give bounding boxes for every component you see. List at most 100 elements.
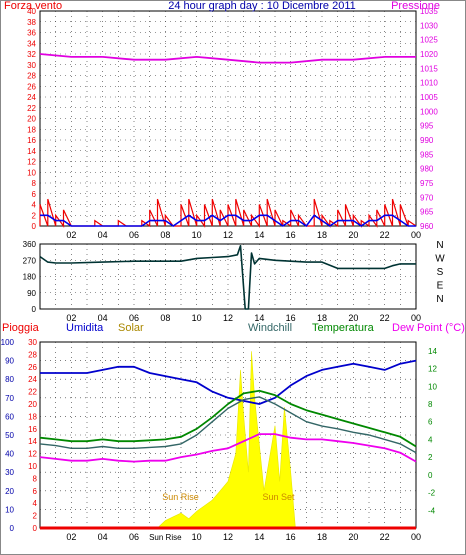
pressure-ytick-965: 965 <box>420 208 434 217</box>
wind-xtick-04: 04 <box>98 230 108 240</box>
windchill-series <box>39 396 417 454</box>
direction-ytick-180: 180 <box>23 273 37 282</box>
wind-xtick-00: 00 <box>411 230 421 240</box>
graph-title: 24 hour graph day : 10 Dicembre 2011 <box>168 0 356 12</box>
weather-xtick-16: 16 <box>286 532 296 542</box>
direction-xtick-00: 00 <box>411 313 421 323</box>
rain-ytick-0: 0 <box>10 524 15 533</box>
legend-label-2: Solar <box>118 322 144 334</box>
temp-ytick-12: 12 <box>428 365 437 374</box>
humidity-ytick-30: 30 <box>28 338 37 347</box>
wind-ytick-38: 38 <box>27 18 36 27</box>
weather-xtick-sunrise: Sun Rise <box>149 533 182 542</box>
wind-ytick-10: 10 <box>27 168 36 177</box>
wind-ytick-8: 8 <box>32 179 37 188</box>
dewpoint-series <box>39 433 417 463</box>
humidity-ytick-22: 22 <box>28 388 37 397</box>
pressure-ytick-1035: 1035 <box>420 7 438 16</box>
wind-xtick-14: 14 <box>254 230 264 240</box>
humidity-ytick-16: 16 <box>28 425 37 434</box>
pressure-ytick-990: 990 <box>420 136 434 145</box>
wind-xtick-02: 02 <box>66 230 76 240</box>
wind-ytick-18: 18 <box>27 125 36 134</box>
temp-ytick-6: 6 <box>428 418 433 427</box>
humidity-ytick-4: 4 <box>33 499 38 508</box>
wind-xtick-12: 12 <box>223 230 233 240</box>
pressure-ytick-1030: 1030 <box>420 21 438 30</box>
wind-ytick-16: 16 <box>27 136 36 145</box>
wind-plot-area <box>39 10 417 227</box>
direction-xtick-18: 18 <box>317 313 327 323</box>
weather-xtick-04: 04 <box>98 532 108 542</box>
wind-xtick-18: 18 <box>317 230 327 240</box>
wind-xtick-08: 08 <box>160 230 170 240</box>
direction-ytick-90: 90 <box>27 289 36 298</box>
direction-xtick-04: 04 <box>98 313 108 323</box>
weather-xtick-06: 06 <box>129 532 139 542</box>
pressure-ytick-1010: 1010 <box>420 79 438 88</box>
temp-ytick-4: 4 <box>428 435 433 444</box>
humidity-ytick-8: 8 <box>33 474 38 483</box>
humidity-series <box>40 359 417 405</box>
solar-series <box>156 351 296 529</box>
weather-xtick-12: 12 <box>223 532 233 542</box>
wind-xtick-06: 06 <box>129 230 139 240</box>
wind-ytick-36: 36 <box>27 29 36 38</box>
compass-letter-1: W <box>435 254 445 265</box>
wind-ytick-0: 0 <box>32 222 37 231</box>
pressure-ytick-1020: 1020 <box>420 50 438 59</box>
direction-ytick-0: 0 <box>32 305 37 314</box>
compass-letter-3: E <box>437 281 444 292</box>
pressure-ytick-1025: 1025 <box>420 36 438 45</box>
pressure-series <box>39 53 416 64</box>
temp-ytick-14: 14 <box>428 347 437 356</box>
pressure-ytick-985: 985 <box>420 150 434 159</box>
weather-xtick-14: 14 <box>254 532 264 542</box>
weather-xtick-20: 20 <box>348 532 358 542</box>
pressure-ytick-995: 995 <box>420 122 434 131</box>
temp-ytick-10: 10 <box>428 382 437 391</box>
direction-xtick-20: 20 <box>348 313 358 323</box>
direction-xtick-06: 06 <box>129 313 139 323</box>
wind-xtick-20: 20 <box>348 230 358 240</box>
compass-letter-4: N <box>436 294 443 305</box>
humidity-ytick-2: 2 <box>33 512 38 521</box>
rain-ytick-50: 50 <box>5 431 14 440</box>
pressure-ytick-1000: 1000 <box>420 107 438 116</box>
pressure-ytick-975: 975 <box>420 179 434 188</box>
rain-ytick-100: 100 <box>1 338 15 347</box>
wind-axis-label: Forza vento <box>4 0 62 12</box>
wind-xtick-16: 16 <box>286 230 296 240</box>
wind-ytick-40: 40 <box>27 7 36 16</box>
wind-ytick-26: 26 <box>27 82 36 91</box>
humidity-ytick-10: 10 <box>28 462 37 471</box>
pressure-ytick-970: 970 <box>420 193 434 202</box>
wind-xtick-10: 10 <box>192 230 202 240</box>
legend-label-3: Windchill <box>248 322 292 334</box>
wind-ytick-2: 2 <box>32 211 37 220</box>
temp-ytick-8: 8 <box>428 400 433 409</box>
weather-xtick-18: 18 <box>317 532 327 542</box>
compass-letter-0: N <box>436 240 443 251</box>
humidity-ytick-6: 6 <box>33 487 38 496</box>
wind-ytick-6: 6 <box>32 190 37 199</box>
direction-xtick-22: 22 <box>380 313 390 323</box>
pressure-ytick-960: 960 <box>420 222 434 231</box>
wind-xtick-22: 22 <box>380 230 390 240</box>
humidity-ytick-18: 18 <box>28 412 37 421</box>
humidity-ytick-14: 14 <box>28 437 37 446</box>
legend-label-0: Pioggia <box>2 322 40 334</box>
weather-xtick-00: 00 <box>411 532 421 542</box>
wind-ytick-28: 28 <box>27 72 36 81</box>
temp-ytick-0: 0 <box>428 471 433 480</box>
sunrise-annotation: Sun Rise <box>162 492 199 502</box>
temp-ytick-2: 2 <box>428 453 433 462</box>
legend-label-4: Temperatura <box>312 322 375 334</box>
direction-ytick-360: 360 <box>23 240 37 249</box>
pressure-ytick-980: 980 <box>420 165 434 174</box>
legend-label-1: Umidita <box>66 322 104 334</box>
pressure-axis-label: Pressione <box>391 0 440 12</box>
direction-xtick-10: 10 <box>192 313 202 323</box>
rain-ytick-20: 20 <box>5 487 14 496</box>
wind-ytick-24: 24 <box>27 93 36 102</box>
